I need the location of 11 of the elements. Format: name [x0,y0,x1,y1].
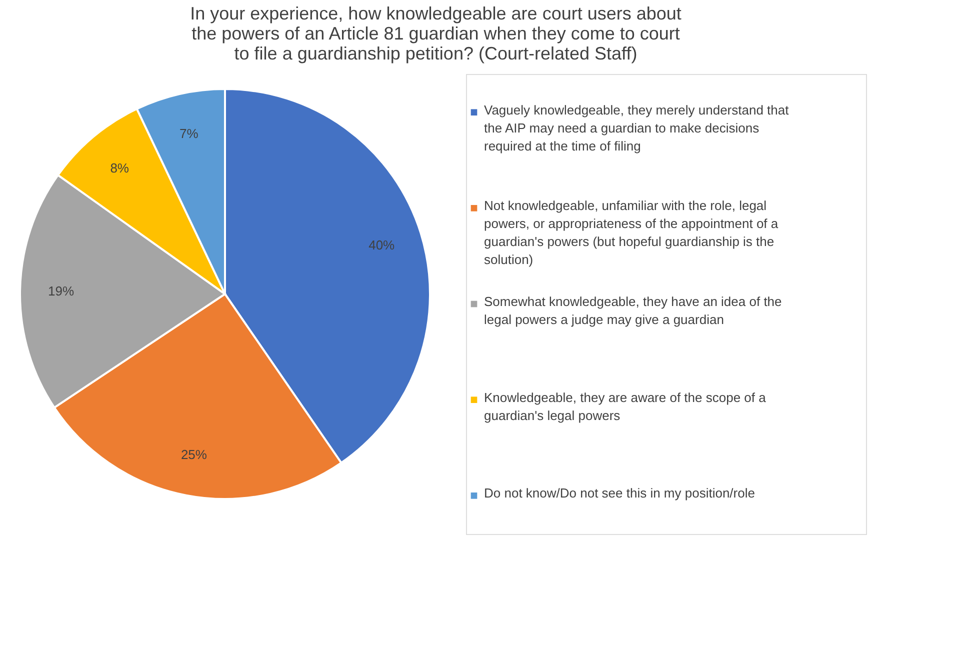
data-label: 40% [368,237,396,252]
legend-label: Not knowledgeable, unfamiliar with the role, legal powers, or appropriateness of the appointment of a guardian's powers (but hopeful guardianship is the solution) [484,198,779,268]
data-label: 25% [180,447,208,462]
data-label: 19% [48,283,74,298]
legend-label: Do not know/Do not see this in my position/role [484,486,755,501]
legend-label: Vaguely knowledgeable, they merely understand that the AIP may need a guardian to make decisions required at the time of filing [484,102,790,154]
data-label: 8% [110,160,130,176]
chart-title: In your experience, how knowledgeable are court users about the powers of an Article 81 guardian when they come to court to file a guardianship petition? (Court-related Staff) [190,4,682,64]
data-label: 7% [179,126,199,142]
legend-label: Somewhat knowledgeable, they have an idea of the legal powers a judge may give a guardian [484,294,782,327]
legend-label: Knowledgeable, they are aware of the scope of a guardian's legal powers [484,390,767,423]
